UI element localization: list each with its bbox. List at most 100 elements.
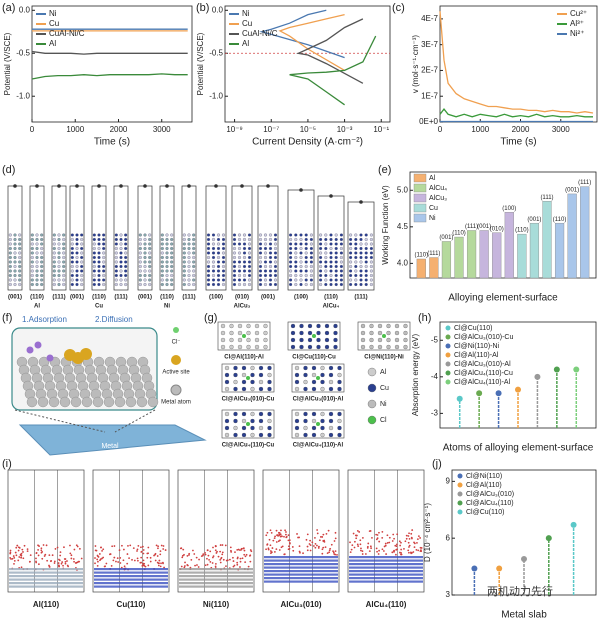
- atom: [119, 246, 123, 251]
- atom: [114, 251, 118, 255]
- solution-atom: [314, 543, 317, 545]
- adsorbate: [329, 194, 333, 198]
- atom: [403, 323, 408, 329]
- solution-atom: [316, 544, 318, 547]
- atom: [192, 264, 196, 269]
- y-tick-label: -3: [431, 408, 439, 417]
- cell-box: [287, 321, 341, 351]
- atom: [267, 365, 272, 371]
- atom: [75, 233, 79, 237]
- atom: [359, 251, 363, 255]
- atom: [138, 260, 142, 264]
- solution-atom: [275, 529, 278, 532]
- panel-label: (i): [2, 458, 12, 470]
- solution-atom: [119, 557, 122, 559]
- solution-atom: [13, 559, 16, 562]
- atom: [233, 386, 238, 392]
- atom: [206, 273, 211, 278]
- legend-label: Cl@AlCu₃(010): [466, 491, 514, 498]
- atom: [233, 418, 238, 424]
- solution-atom: [214, 565, 217, 568]
- solution-atom: [407, 549, 410, 552]
- atom: [386, 344, 391, 350]
- solution-atom: [357, 545, 360, 548]
- atom: [187, 264, 191, 269]
- atom: [294, 237, 298, 242]
- solution-atom: [37, 563, 40, 566]
- solution-atom: [395, 553, 397, 556]
- atom: [294, 278, 298, 282]
- atom: [258, 372, 264, 378]
- atom: [242, 282, 247, 287]
- atom: [97, 278, 101, 282]
- atom: [206, 260, 211, 264]
- solution-atom: [266, 543, 269, 546]
- solution-atom: [41, 557, 44, 560]
- solution-atom: [180, 565, 183, 568]
- atom: [354, 242, 358, 246]
- solution-atom: [311, 541, 314, 544]
- atom: [52, 233, 56, 237]
- atom: [299, 246, 303, 251]
- lollipop-head: [476, 390, 483, 397]
- adsorbate: [143, 184, 147, 188]
- atom: [92, 237, 96, 242]
- solution-atom: [287, 539, 290, 542]
- atom: [62, 260, 66, 264]
- atom: [114, 273, 118, 278]
- panel-label: (a): [2, 2, 15, 14]
- solution-atom: [13, 562, 15, 565]
- atom: [329, 264, 333, 269]
- atom: [319, 251, 323, 255]
- atom: [13, 246, 17, 251]
- atom: [221, 264, 226, 269]
- atom: [359, 242, 363, 246]
- atom: [294, 251, 298, 255]
- facet-label: (100): [294, 295, 308, 301]
- atom: [211, 246, 216, 251]
- atom: [224, 418, 230, 424]
- atom: [369, 255, 373, 260]
- atom: [364, 237, 368, 242]
- atom: [333, 323, 338, 329]
- atom: [294, 260, 298, 264]
- atom: [30, 255, 34, 260]
- legend-swatch: [445, 352, 451, 358]
- solution-atom: [51, 554, 54, 557]
- solution-atom: [377, 553, 380, 555]
- atom: [70, 255, 74, 260]
- atom: [242, 246, 247, 251]
- solution-atom: [410, 532, 413, 535]
- slab-layer: [9, 585, 83, 588]
- group-label: AlCu₄: [323, 304, 340, 310]
- legend-metal: [170, 384, 182, 396]
- atom: [114, 237, 118, 242]
- solution-atom: [122, 559, 125, 562]
- solution-atom: [64, 562, 67, 565]
- bar-category-label: (100): [502, 206, 516, 212]
- solution-atom: [159, 550, 162, 553]
- y-tick-label: 4.0: [397, 258, 409, 267]
- atom: [329, 255, 333, 260]
- atom: [319, 269, 323, 273]
- atom: [258, 379, 264, 385]
- atom: [268, 273, 273, 278]
- solution-atom: [334, 537, 337, 540]
- atom: [369, 237, 373, 242]
- legend-label: Cu: [380, 385, 389, 392]
- atom: [160, 278, 164, 282]
- atom: [319, 260, 323, 264]
- solution-atom: [381, 530, 384, 533]
- atom: [229, 337, 234, 343]
- legend-swatch: [457, 491, 463, 497]
- legend-label: Cl@Al(110)-Al: [454, 352, 499, 359]
- facet-label: (001): [8, 295, 22, 301]
- atom: [319, 255, 323, 260]
- solution-atom: [324, 546, 327, 549]
- atom: [268, 237, 273, 242]
- atom: [369, 337, 374, 343]
- solution-atom: [116, 557, 119, 560]
- metal-atom: [70, 396, 82, 408]
- solution-atom: [236, 561, 239, 564]
- atom: [369, 278, 373, 282]
